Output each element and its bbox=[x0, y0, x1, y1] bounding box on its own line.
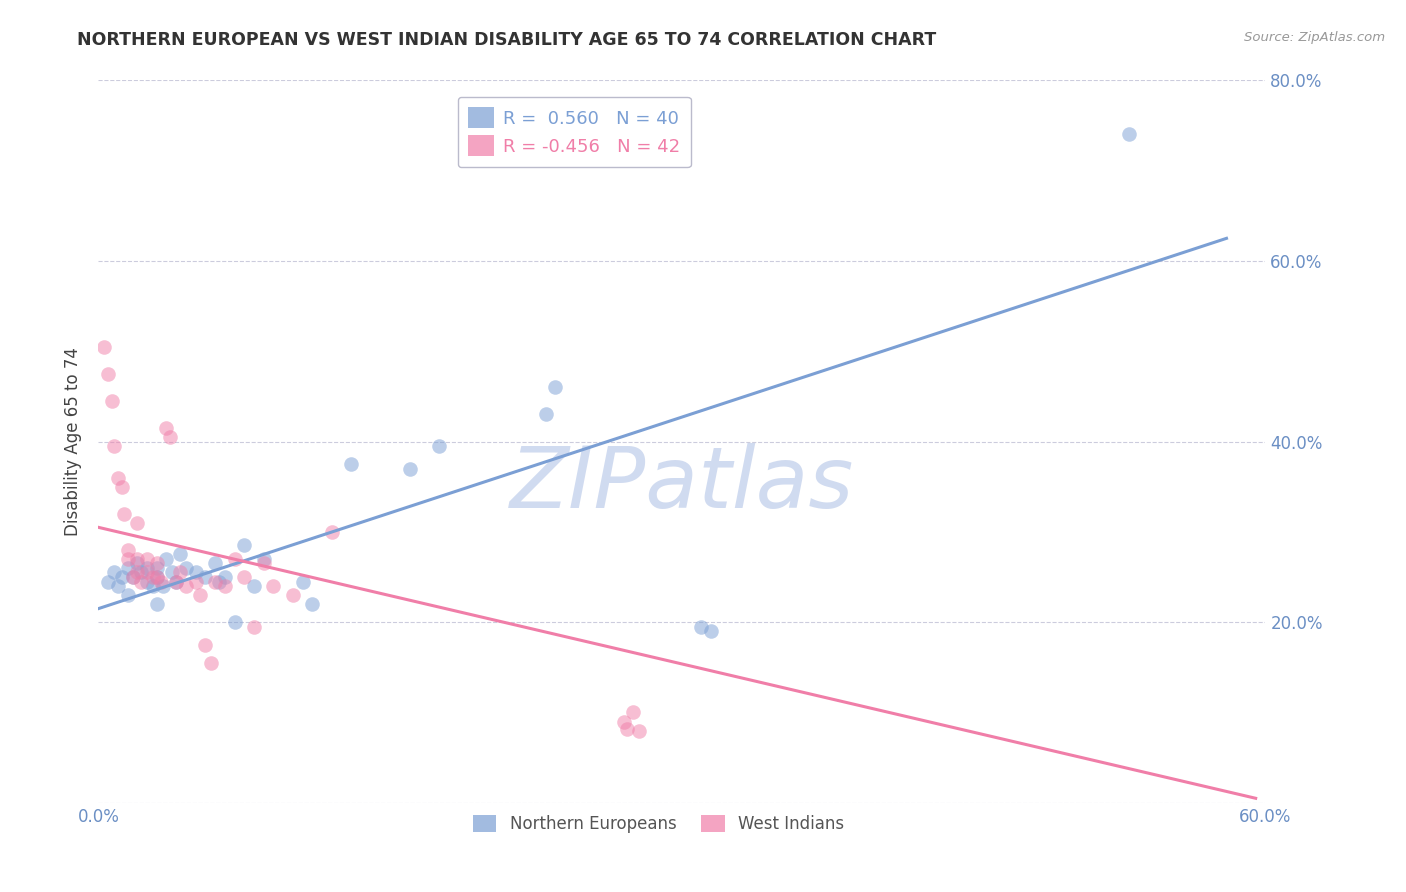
Point bbox=[224, 552, 246, 566]
Point bbox=[184, 566, 207, 580]
Point bbox=[628, 723, 651, 738]
Point bbox=[136, 566, 159, 580]
Point bbox=[253, 557, 276, 571]
Point bbox=[200, 656, 222, 670]
Point bbox=[700, 624, 723, 639]
Point bbox=[149, 574, 172, 589]
Point bbox=[340, 457, 363, 471]
Point bbox=[101, 393, 124, 408]
Legend: Northern Europeans, West Indians: Northern Europeans, West Indians bbox=[464, 806, 852, 841]
Point bbox=[93, 340, 115, 354]
Point bbox=[169, 566, 191, 580]
Point bbox=[146, 597, 169, 611]
Point bbox=[281, 588, 304, 602]
Point bbox=[111, 570, 134, 584]
Point bbox=[136, 552, 159, 566]
Point bbox=[162, 566, 184, 580]
Point bbox=[107, 579, 129, 593]
Point bbox=[613, 714, 636, 729]
Point bbox=[1118, 128, 1140, 142]
Point bbox=[174, 561, 197, 575]
Point bbox=[127, 552, 149, 566]
Point bbox=[103, 566, 125, 580]
Point bbox=[194, 638, 217, 652]
Point bbox=[146, 570, 169, 584]
Point bbox=[214, 570, 236, 584]
Point bbox=[146, 570, 169, 584]
Point bbox=[208, 574, 231, 589]
Point bbox=[112, 507, 135, 521]
Point bbox=[204, 557, 226, 571]
Point bbox=[214, 579, 236, 593]
Point bbox=[122, 570, 145, 584]
Point bbox=[194, 570, 217, 584]
Point bbox=[165, 574, 187, 589]
Point bbox=[142, 579, 165, 593]
Point bbox=[97, 367, 120, 381]
Point bbox=[243, 620, 266, 634]
Point bbox=[224, 615, 246, 630]
Point bbox=[233, 538, 256, 552]
Point bbox=[690, 620, 713, 634]
Point bbox=[117, 542, 139, 557]
Point bbox=[398, 461, 420, 475]
Point bbox=[129, 566, 152, 580]
Point bbox=[184, 574, 207, 589]
Point bbox=[136, 561, 159, 575]
Point bbox=[152, 579, 174, 593]
Point bbox=[127, 516, 149, 530]
Point bbox=[301, 597, 323, 611]
Point bbox=[117, 552, 139, 566]
Point bbox=[544, 380, 567, 394]
Point bbox=[174, 579, 197, 593]
Point bbox=[142, 570, 165, 584]
Point bbox=[107, 471, 129, 485]
Point bbox=[129, 574, 152, 589]
Point bbox=[291, 574, 314, 589]
Point bbox=[621, 706, 644, 720]
Point bbox=[534, 408, 557, 422]
Point bbox=[165, 574, 187, 589]
Point bbox=[262, 579, 284, 593]
Point bbox=[233, 570, 256, 584]
Point bbox=[111, 480, 134, 494]
Point bbox=[321, 524, 343, 539]
Text: ZIPatlas: ZIPatlas bbox=[510, 443, 853, 526]
Text: NORTHERN EUROPEAN VS WEST INDIAN DISABILITY AGE 65 TO 74 CORRELATION CHART: NORTHERN EUROPEAN VS WEST INDIAN DISABIL… bbox=[77, 31, 936, 49]
Point bbox=[136, 574, 159, 589]
Point bbox=[169, 548, 191, 562]
Point bbox=[127, 557, 149, 571]
Point bbox=[427, 439, 450, 453]
Point bbox=[103, 439, 125, 453]
Point bbox=[97, 574, 120, 589]
Point bbox=[616, 722, 638, 736]
Point bbox=[146, 561, 169, 575]
Text: Source: ZipAtlas.com: Source: ZipAtlas.com bbox=[1244, 31, 1385, 45]
Point bbox=[155, 421, 177, 435]
Y-axis label: Disability Age 65 to 74: Disability Age 65 to 74 bbox=[63, 347, 82, 536]
Point bbox=[188, 588, 211, 602]
Point bbox=[253, 552, 276, 566]
Point bbox=[155, 552, 177, 566]
Point bbox=[122, 570, 145, 584]
Point bbox=[146, 557, 169, 571]
Point bbox=[204, 574, 226, 589]
Point bbox=[159, 430, 181, 444]
Point bbox=[117, 561, 139, 575]
Point bbox=[243, 579, 266, 593]
Point bbox=[127, 566, 149, 580]
Point bbox=[117, 588, 139, 602]
